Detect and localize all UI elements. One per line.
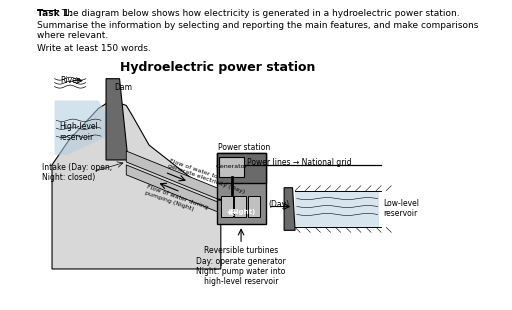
Text: Generator: Generator bbox=[216, 164, 248, 169]
Text: Flow of water to
generate electricity (Day): Flow of water to generate electricity (D… bbox=[166, 158, 247, 195]
Bar bbox=[218, 153, 266, 183]
Text: (Day): (Day) bbox=[268, 200, 289, 209]
Text: Power station: Power station bbox=[218, 143, 270, 152]
Polygon shape bbox=[284, 188, 295, 230]
Text: Write at least 150 words.: Write at least 150 words. bbox=[37, 44, 151, 53]
Polygon shape bbox=[55, 100, 110, 155]
Text: Task 1:: Task 1: bbox=[37, 9, 73, 18]
Polygon shape bbox=[52, 100, 221, 269]
Polygon shape bbox=[126, 165, 219, 212]
Text: Dam: Dam bbox=[115, 83, 133, 92]
Bar bbox=[221, 196, 232, 217]
Text: Flow of water during
pumping (Night): Flow of water during pumping (Night) bbox=[144, 185, 208, 216]
Text: Power lines → National grid: Power lines → National grid bbox=[247, 158, 352, 167]
Text: (Night): (Night) bbox=[228, 210, 256, 215]
Text: High-level
reservoir: High-level reservoir bbox=[59, 122, 97, 142]
Polygon shape bbox=[106, 79, 128, 160]
Text: Summarise the information by selecting and reporting the main features, and make: Summarise the information by selecting a… bbox=[37, 21, 478, 30]
Bar bbox=[234, 196, 246, 217]
Text: Low-level
reservoir: Low-level reservoir bbox=[383, 199, 419, 218]
Bar bbox=[219, 157, 244, 177]
Text: Hydroelectric power station: Hydroelectric power station bbox=[120, 61, 315, 74]
Polygon shape bbox=[295, 191, 379, 227]
Text: Intake (Day: open,
Night: closed): Intake (Day: open, Night: closed) bbox=[42, 163, 112, 182]
Text: Reversible turbines
Day: operate generator
Night: pump water into
high-level res: Reversible turbines Day: operate generat… bbox=[196, 246, 286, 286]
Text: The diagram below shows how electricity is generated in a hydroelectric power st: The diagram below shows how electricity … bbox=[59, 9, 459, 18]
Text: River: River bbox=[60, 76, 80, 85]
Bar bbox=[248, 196, 260, 217]
Bar bbox=[218, 153, 266, 224]
Polygon shape bbox=[126, 151, 219, 200]
Text: where relevant.: where relevant. bbox=[37, 31, 108, 40]
